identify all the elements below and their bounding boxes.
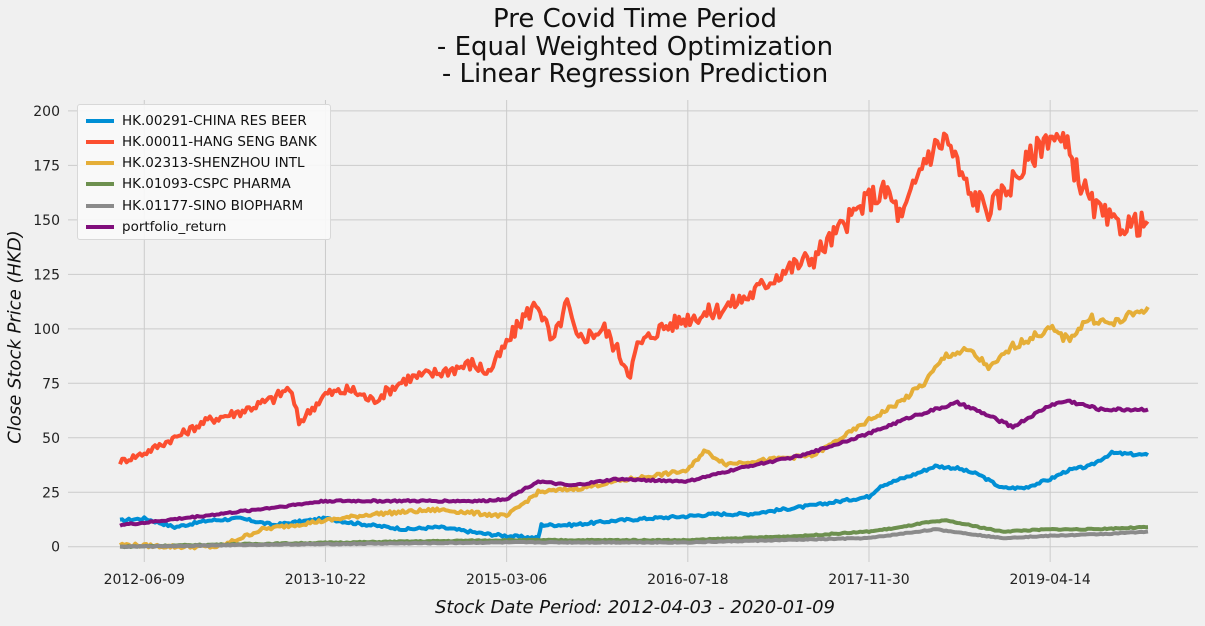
series-lines: [118, 130, 1150, 551]
chart-title-line-2: - Equal Weighted Optimization: [436, 32, 834, 62]
legend-label: HK.00011-HANG SENG BANK: [122, 133, 317, 150]
legend-item: HK.02313-SHENZHOU INTL: [86, 153, 305, 174]
legend-swatch: [86, 182, 114, 187]
x-tick-label: 2012-06-09: [104, 572, 185, 588]
legend-label: HK.02313-SHENZHOU INTL: [122, 155, 305, 172]
legend-item: portfolio_return: [86, 217, 226, 238]
legend-label: HK.01093-CSPC PHARMA: [122, 176, 291, 193]
y-tick-label: 50: [42, 431, 60, 447]
x-tick-label: 2017-11-30: [828, 572, 909, 588]
y-tick-label: 25: [42, 485, 60, 501]
legend-swatch: [86, 161, 114, 166]
legend-swatch: [86, 203, 114, 208]
legend-item: HK.00291-CHINA RES BEER: [86, 110, 307, 131]
legend-swatch: [86, 225, 114, 229]
y-tick-label: 200: [33, 104, 60, 120]
series-line-hk-00011-hang-seng-bank: [118, 130, 1150, 465]
x-tick-label: 2013-10-22: [285, 572, 366, 588]
legend-item: HK.01093-CSPC PHARMA: [86, 174, 291, 195]
x-tick-label: 2016-07-18: [647, 572, 728, 588]
chart-title-line-3: - Linear Regression Prediction: [441, 59, 829, 89]
x-axis-label: Stock Date Period: 2012-04-03 - 2020-01-…: [435, 597, 835, 618]
x-tick-label: 2015-03-06: [466, 572, 547, 588]
chart-title-line-1: Pre Covid Time Period: [492, 4, 777, 34]
y-tick-label: 175: [33, 158, 60, 174]
y-tick-label: 75: [42, 376, 60, 392]
x-tick-labels: 2012-06-09 2013-10-22 2015-03-06 2016-07-18…: [104, 572, 1091, 588]
y-tick-label: 150: [33, 213, 60, 229]
y-tick-labels: 0 25 50 75 100 125 150 175 200: [33, 104, 60, 556]
y-axis-label: Close Stock Price (HKD): [4, 230, 26, 444]
legend-label: portfolio_return: [122, 219, 227, 235]
legend-label: HK.01177-SINO BIOPHARM: [122, 197, 304, 214]
y-tick-label: 0: [51, 540, 60, 556]
legend: HK.00291-CHINA RES BEER HK.00011-HANG SEN…: [77, 104, 331, 240]
legend-item: HK.00011-HANG SENG BANK: [86, 131, 317, 152]
series-line-portfolio-return: [119, 398, 1149, 528]
legend-swatch: [86, 118, 114, 123]
series-line-hk-00291-china-res-beer: [119, 449, 1150, 541]
series-line-hk-01177-sino-biopharm: [119, 527, 1149, 549]
legend-item: HK.01177-SINO BIOPHARM: [86, 195, 303, 216]
y-tick-label: 100: [33, 322, 60, 338]
legend-swatch: [86, 139, 114, 144]
y-tick-label: 125: [33, 267, 60, 283]
series-line-hk-02313-shenzhou-intl: [118, 305, 1150, 551]
x-tick-label: 2019-04-14: [1009, 572, 1090, 588]
legend-label: HK.00291-CHINA RES BEER: [122, 112, 307, 129]
